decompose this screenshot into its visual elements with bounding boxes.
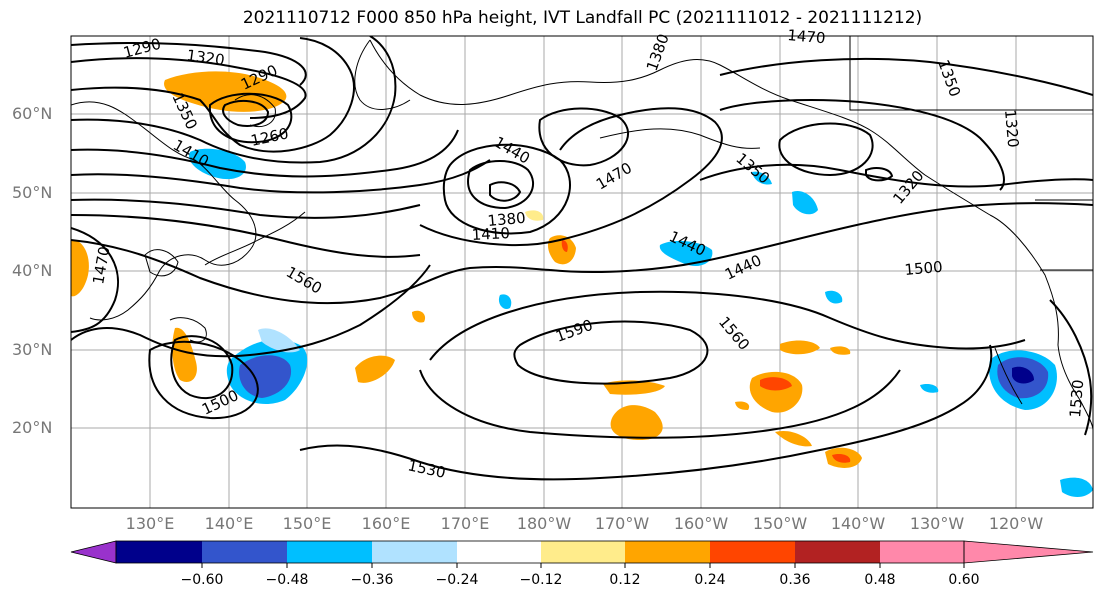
ivt-shading — [71, 71, 1093, 497]
colorbar — [70, 540, 1094, 568]
colorbar-tick-label: −0.60 — [180, 572, 224, 588]
colorbar-tick-label: −0.48 — [265, 572, 309, 588]
colorbar-tick-label: 0.24 — [694, 572, 726, 588]
colorbar-bin — [625, 541, 710, 563]
colorbar-bin — [116, 541, 202, 563]
colorbar-bin — [457, 541, 541, 563]
lon-label: 170°W — [594, 514, 650, 533]
colorbar-bin — [795, 541, 880, 563]
lon-label: 150°W — [752, 514, 808, 533]
lat-label: 60°N — [12, 104, 53, 123]
contour-label: 1380 — [487, 209, 527, 230]
colorbar-bin — [287, 541, 372, 563]
lon-label: 180°W — [516, 514, 572, 533]
lon-label: 150°E — [282, 514, 332, 533]
lon-label: 140°E — [204, 514, 254, 533]
colorbar-tick-label: −0.12 — [519, 572, 563, 588]
colorbar-tick-label: −0.24 — [435, 572, 479, 588]
colorbar-bin — [202, 541, 287, 563]
contour-label: 1320 — [185, 46, 225, 69]
contour-label: 1470 — [787, 26, 827, 47]
lon-label: 160°E — [361, 514, 411, 533]
lon-label: 130°W — [909, 514, 965, 533]
coastlines — [71, 36, 1093, 431]
map-title: 2021110712 F000 850 hPa height, IVT Land… — [242, 8, 923, 28]
colorbar-tick-label: 0.12 — [609, 572, 641, 588]
colorbar-tick-label: −0.36 — [350, 572, 394, 588]
colorbar-bin — [372, 541, 457, 563]
lat-label: 20°N — [12, 418, 53, 437]
lon-label: 130°E — [125, 514, 175, 533]
map-frame — [70, 35, 1094, 509]
height-contours — [71, 36, 1093, 481]
lon-label: 140°W — [830, 514, 886, 533]
contour-label: 1500 — [904, 258, 944, 279]
contour-label: 1320 — [1001, 109, 1022, 149]
lat-label: 40°N — [12, 261, 53, 280]
colorbar-extend-min — [70, 540, 117, 564]
contour-label: 1410 — [471, 224, 510, 244]
contour-label: 1530 — [1066, 379, 1087, 419]
colorbar-bin — [880, 541, 964, 563]
lon-label: 160°W — [673, 514, 729, 533]
lat-label: 30°N — [12, 340, 53, 359]
lon-label: 120°W — [988, 514, 1044, 533]
colorbar-tick-label: 0.48 — [864, 572, 896, 588]
lat-label: 50°N — [12, 183, 53, 202]
lon-label: 170°E — [440, 514, 490, 533]
colorbar-bin — [710, 541, 795, 563]
colorbar-bin — [541, 541, 625, 563]
colorbar-tick-label: 0.36 — [779, 572, 811, 588]
colorbar-tick-label: 0.60 — [948, 572, 980, 588]
colorbar-extend-max — [963, 540, 1094, 564]
